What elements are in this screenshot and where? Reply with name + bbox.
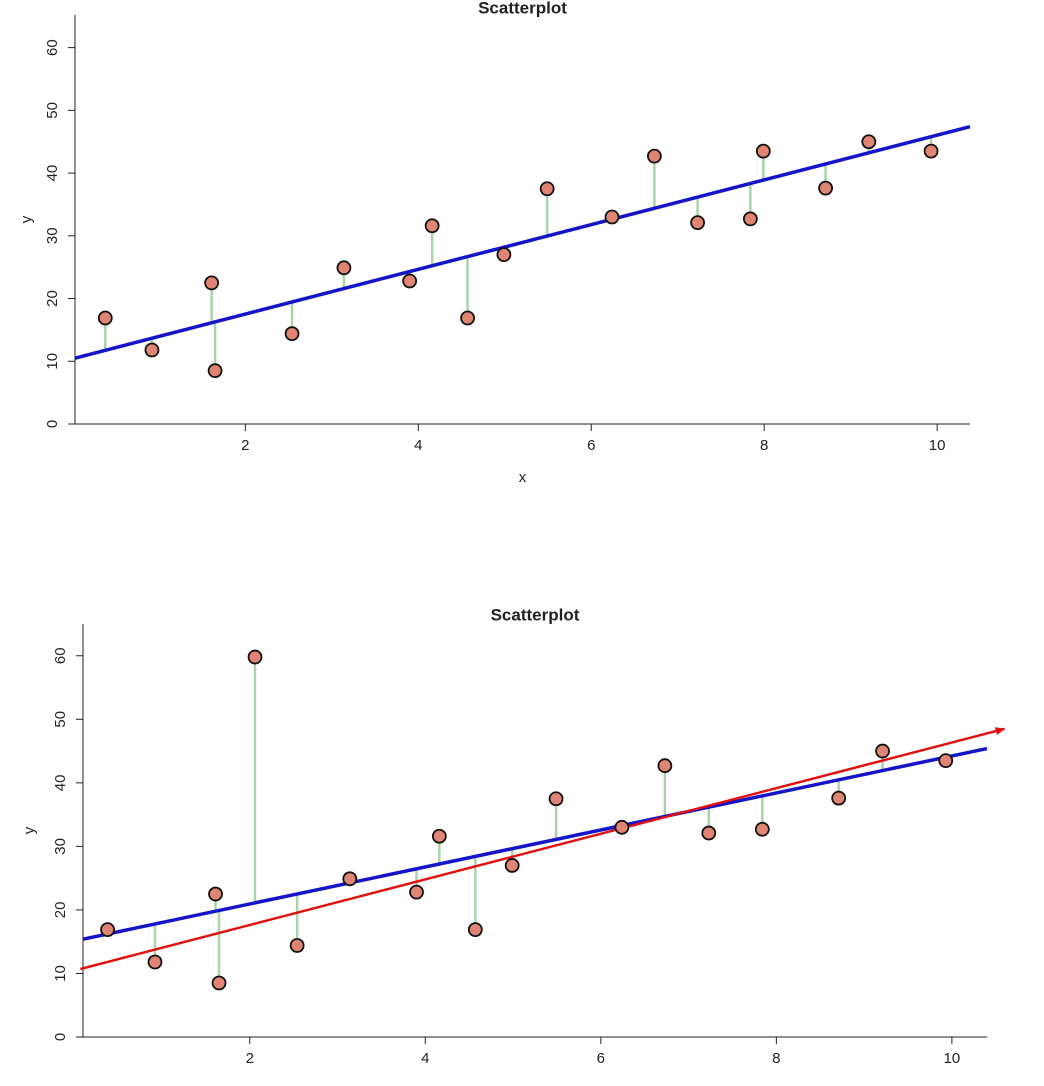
y-tick-label: 50 [44, 102, 61, 119]
y-tick-label: 60 [44, 39, 61, 56]
point [460, 310, 475, 326]
y-axis-label: y [21, 826, 38, 834]
point [402, 273, 418, 289]
x-tick-label: 4 [414, 437, 422, 454]
x-tick-label: 2 [246, 1050, 254, 1067]
point [211, 975, 227, 991]
x-tick-label: 10 [944, 1050, 961, 1067]
point [504, 858, 520, 873]
y-tick-label: 40 [52, 775, 69, 792]
y-tick-label: 60 [52, 647, 69, 664]
y-tick-label: 0 [44, 420, 61, 428]
y-tick-label: 30 [44, 227, 61, 244]
point [147, 954, 163, 970]
fit-line [82, 746, 988, 941]
point [701, 825, 717, 841]
point [208, 886, 223, 902]
chart-title: Scatterplot [491, 605, 580, 624]
point [657, 758, 673, 774]
point [818, 180, 833, 196]
point [646, 148, 662, 164]
point [861, 134, 877, 150]
point [100, 922, 115, 938]
point [938, 753, 954, 769]
point [831, 790, 847, 806]
x-tick-label: 6 [597, 1050, 605, 1067]
point [923, 143, 939, 159]
point [424, 218, 440, 234]
point [604, 209, 620, 225]
x-tick-label: 10 [929, 437, 946, 454]
y-tick-label: 10 [44, 353, 61, 370]
y-tick-label: 20 [44, 290, 61, 307]
point [754, 821, 770, 837]
point [247, 649, 263, 665]
point [539, 181, 555, 197]
fit-line [74, 124, 971, 360]
point [336, 260, 352, 276]
y-tick-label: 50 [52, 711, 69, 728]
x-tick-label: 8 [772, 1050, 780, 1067]
point [614, 819, 630, 835]
fit-line [80, 727, 1006, 971]
point [144, 342, 160, 358]
point [289, 938, 305, 953]
point [284, 326, 300, 342]
point [207, 363, 223, 379]
x-tick-label: 2 [241, 437, 249, 454]
y-tick-label: 0 [52, 1033, 69, 1041]
point [755, 143, 771, 159]
point [875, 743, 890, 759]
y-tick-label: 40 [44, 165, 61, 182]
point [548, 791, 564, 807]
y-axis-label: y [18, 215, 35, 223]
point [690, 215, 706, 231]
point [742, 211, 758, 227]
x-tick-label: 8 [760, 437, 768, 454]
x-tick-label: 4 [421, 1050, 429, 1067]
point [342, 871, 358, 887]
y-tick-label: 30 [52, 838, 69, 855]
x-tick-label: 6 [587, 437, 595, 454]
point [467, 922, 483, 938]
y-tick-label: 10 [52, 965, 69, 982]
chart-title: Scatterplot [478, 0, 567, 17]
point [496, 247, 512, 263]
point [409, 884, 424, 900]
x-axis-label: x [519, 469, 527, 486]
y-tick-label: 20 [52, 902, 69, 919]
panel: Scatterplot y 0 10 20 30 40 50 60 2 4 6 8 10 [21, 605, 1006, 1067]
point [431, 828, 447, 844]
point [204, 275, 220, 291]
point [97, 310, 113, 326]
panel: Scatterplot x y 0 10 20 30 40 50 60 2 4 6 8 10 [18, 0, 971, 486]
